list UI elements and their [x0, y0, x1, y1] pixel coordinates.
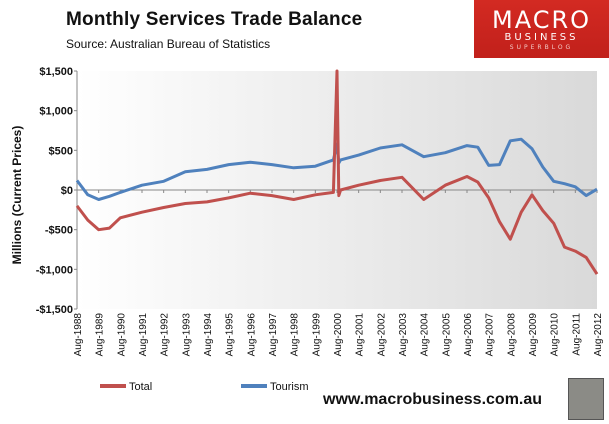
x-tick-label: Aug-1997: [268, 313, 279, 357]
chart-title: Monthly Services Trade Balance: [66, 9, 363, 30]
logo-tag-text: SUPERBLOG: [509, 44, 574, 51]
x-tick-label: Aug-1998: [290, 313, 301, 357]
y-tick-label: -$500: [45, 225, 73, 237]
x-tick-label: Aug-1995: [225, 313, 236, 357]
x-tick-label: Aug-1988: [73, 313, 84, 357]
logo-main-text: MACRO: [491, 6, 592, 34]
y-tick-label: -$1,500: [36, 304, 73, 316]
wolf-logo-icon: [568, 378, 604, 420]
website-url[interactable]: www.macrobusiness.com.au: [323, 391, 543, 408]
x-tick-label: Aug-1999: [311, 313, 322, 357]
x-tick-label: Aug-2008: [506, 313, 517, 357]
x-tick-label: Aug-2000: [333, 313, 344, 357]
legend-label-tourism: Tourism: [270, 381, 309, 393]
x-tick-label: Aug-2005: [441, 313, 452, 357]
x-tick-label: Aug-1993: [181, 313, 192, 357]
x-tick-label: Aug-1989: [95, 313, 106, 357]
y-tick-label: $1,500: [39, 66, 73, 78]
x-tick-label: Aug-2003: [398, 313, 409, 357]
chart-source: Source: Australian Bureau of Statistics: [66, 37, 271, 51]
logo-sub-text: BUSINESS: [504, 32, 579, 43]
series-line-tourism: [75, 137, 598, 201]
y-tick-label: $500: [49, 145, 73, 157]
x-tick-label: Aug-1990: [116, 313, 127, 357]
macrobusiness-logo[interactable]: MACRO BUSINESS SUPERBLOG: [474, 0, 609, 58]
x-tick-label: Aug-2001: [355, 313, 366, 357]
series-line-total: [75, 69, 599, 275]
x-tick-label: Aug-2002: [376, 313, 387, 357]
x-tick-label: Aug-1992: [160, 313, 171, 357]
y-tick-label: -$1,000: [36, 264, 73, 276]
x-tick-label: Aug-2012: [593, 313, 604, 357]
x-tick-label: Aug-2011: [571, 313, 582, 356]
x-tick-label: Aug-1994: [203, 313, 214, 357]
x-tick-label: Aug-1991: [138, 313, 149, 357]
legend-label-total: Total: [129, 381, 152, 393]
x-tick-label: Aug-1996: [246, 313, 257, 357]
y-tick-label: $0: [61, 185, 73, 197]
x-tick-label: Aug-2006: [463, 313, 474, 357]
x-tick-label: Aug-2004: [420, 313, 431, 357]
x-tick-label: Aug-2010: [550, 313, 561, 357]
x-tick-label: Aug-2007: [485, 313, 496, 357]
y-tick-label: $1,000: [39, 106, 73, 118]
x-tick-label: Aug-2009: [528, 313, 539, 357]
